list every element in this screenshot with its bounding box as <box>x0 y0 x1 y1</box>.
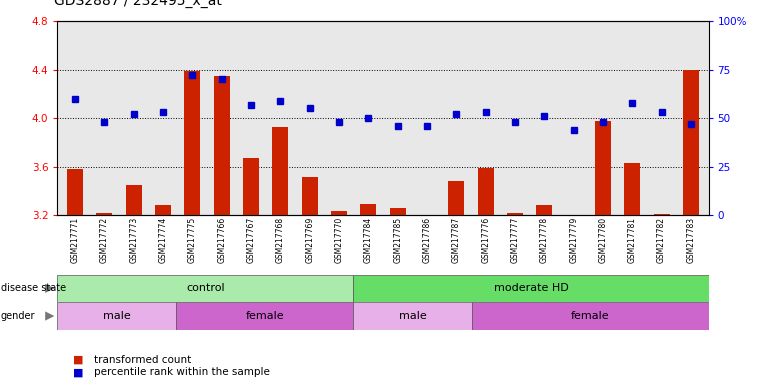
Bar <box>67 169 83 215</box>
Text: GSM217776: GSM217776 <box>481 217 490 263</box>
Text: GSM217772: GSM217772 <box>100 217 109 263</box>
Text: GSM217767: GSM217767 <box>247 217 256 263</box>
Polygon shape <box>45 284 54 293</box>
Bar <box>390 208 406 215</box>
Bar <box>57 275 353 302</box>
Text: ■: ■ <box>73 367 83 377</box>
Bar <box>536 205 552 215</box>
Bar <box>126 185 142 215</box>
Bar <box>155 205 171 215</box>
Bar <box>97 213 113 215</box>
Bar <box>331 212 347 215</box>
Text: ■: ■ <box>73 355 83 365</box>
Text: male: male <box>103 311 130 321</box>
Bar <box>176 302 353 330</box>
Text: GSM217774: GSM217774 <box>159 217 168 263</box>
Text: female: female <box>571 311 610 321</box>
Bar <box>653 214 669 215</box>
Bar <box>683 70 699 215</box>
Text: GSM217771: GSM217771 <box>70 217 80 263</box>
Text: GSM217784: GSM217784 <box>364 217 373 263</box>
Text: control: control <box>186 283 224 293</box>
Text: moderate HD: moderate HD <box>493 283 568 293</box>
Text: gender: gender <box>1 311 35 321</box>
Bar <box>624 163 640 215</box>
Text: GDS2887 / 232495_x_at: GDS2887 / 232495_x_at <box>54 0 221 8</box>
Text: GSM217770: GSM217770 <box>335 217 343 263</box>
Text: transformed count: transformed count <box>94 355 192 365</box>
Bar <box>353 275 709 302</box>
Bar <box>507 213 523 215</box>
Text: GSM217766: GSM217766 <box>218 217 226 263</box>
Text: GSM217768: GSM217768 <box>276 217 285 263</box>
Text: GSM217769: GSM217769 <box>305 217 314 263</box>
Text: GSM217775: GSM217775 <box>188 217 197 263</box>
Bar <box>57 302 176 330</box>
Text: GSM217781: GSM217781 <box>628 217 637 263</box>
Bar <box>353 302 472 330</box>
Bar <box>477 168 494 215</box>
Text: GSM217778: GSM217778 <box>540 217 548 263</box>
Bar <box>214 76 230 215</box>
Bar <box>472 302 709 330</box>
Text: GSM217780: GSM217780 <box>598 217 607 263</box>
Text: GSM217782: GSM217782 <box>657 217 666 263</box>
Text: GSM217785: GSM217785 <box>393 217 402 263</box>
Text: GSM217777: GSM217777 <box>510 217 519 263</box>
Text: disease state: disease state <box>1 283 66 293</box>
Bar <box>595 121 611 215</box>
Bar <box>419 215 435 216</box>
Text: percentile rank within the sample: percentile rank within the sample <box>94 367 270 377</box>
Bar <box>185 71 201 215</box>
Text: GSM217786: GSM217786 <box>423 217 431 263</box>
Text: female: female <box>245 311 284 321</box>
Polygon shape <box>45 311 54 321</box>
Bar <box>565 215 581 216</box>
Text: GSM217773: GSM217773 <box>129 217 138 263</box>
Text: GSM217783: GSM217783 <box>686 217 696 263</box>
Text: male: male <box>399 311 427 321</box>
Bar <box>448 181 464 215</box>
Bar <box>360 204 376 215</box>
Text: GSM217787: GSM217787 <box>452 217 461 263</box>
Bar <box>302 177 318 215</box>
Bar <box>272 127 289 215</box>
Bar <box>243 158 259 215</box>
Text: GSM217779: GSM217779 <box>569 217 578 263</box>
